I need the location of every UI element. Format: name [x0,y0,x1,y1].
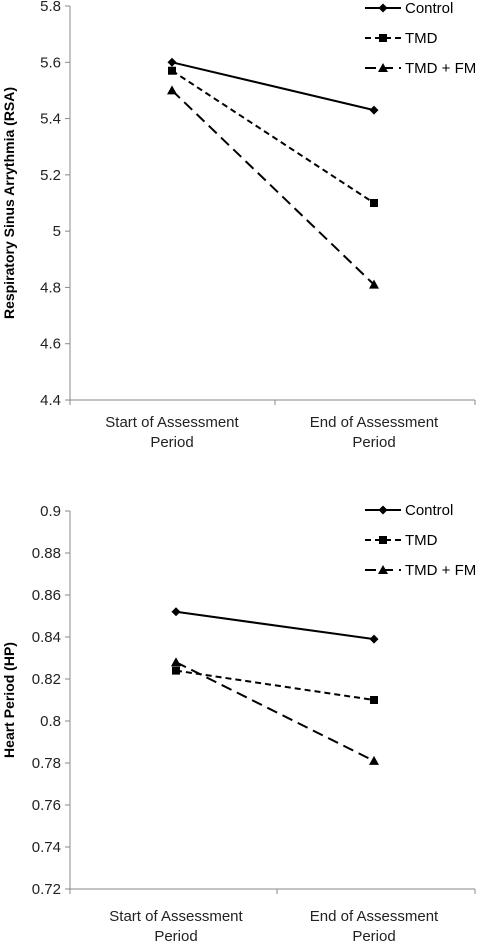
legend-marker-triangle [378,63,388,72]
series-line [171,69,375,204]
data-point-diamond [171,607,181,617]
series-line [175,610,375,641]
legend-item: Control [365,0,453,17]
y-tick-label: 0.86 [32,587,61,604]
data-point-square [370,199,378,207]
y-tick-label: 0.74 [32,839,61,856]
legend-marker-diamond [378,505,388,515]
legend-item: TMD + FM [365,60,476,77]
y-tick-label: 0.9 [40,503,61,520]
legend-item: Control [365,502,453,519]
x-category-label: End of Assessment Period [310,414,439,451]
y-tick-label: 4.4 [40,392,61,409]
y-tick-label: 4.8 [40,279,61,296]
data-point-square [168,66,176,75]
legend-item: TMD + FM [365,562,476,579]
y-tick-label: 0.78 [32,755,61,772]
series-tmd-fm [167,85,379,289]
x-category-label: Start of Assessment Period [109,908,243,944]
series-control [167,57,379,115]
legend-marker-diamond [378,3,388,13]
data-point-diamond [369,105,379,115]
legend-label: TMD [405,30,438,47]
data-point-triangle [369,279,379,289]
legend-marker-triangle [378,565,388,574]
data-point-triangle [167,85,177,95]
series-tmd [168,66,378,207]
y-tick-label: 0.82 [32,671,61,688]
legend-marker-square [379,34,387,42]
y-tick-label: 0.8 [40,713,61,730]
legend-label: TMD + FM [405,60,476,77]
series-tmd-fm [171,657,379,765]
y-tick-label: 5 [53,223,61,240]
data-point-square [370,696,378,704]
y-tick-label: 4.6 [40,336,61,353]
legend-item: TMD [365,532,438,549]
x-category-label: Start of Assessment Period [105,414,239,451]
series-line [175,669,375,701]
y-axis-label: Respiratory Sinus Arrythmia (RSA) [1,87,17,319]
series-line [175,661,375,762]
legend-marker-square [379,536,387,544]
y-tick-label: 5.4 [40,111,61,128]
series-tmd [172,666,378,704]
y-tick-label: 5.8 [40,0,61,15]
series-control [171,607,379,644]
data-point-triangle [171,657,181,667]
data-point-diamond [369,634,379,644]
series-line [171,61,375,112]
data-point-diamond [167,57,177,67]
y-tick-label: 0.76 [32,797,61,814]
chart-1: 4.4 4.6 4.8 5 5.2 5.4 5.6 5.8 Start of Assessmen… [1,0,476,451]
y-axis-label: Heart Period (HP) [1,642,17,758]
legend-label: Control [405,0,453,17]
legend-label: TMD + FM [405,562,476,579]
legend-label: TMD [405,532,438,549]
chart-2: 0.72 0.74 0.76 0.78 0.8 0.82 0.84 0.86 0.88 0.9 St… [1,502,476,944]
data-point-triangle [369,755,379,765]
legend-item: TMD [365,30,438,47]
x-category-label: End of Assessment Period [310,908,439,944]
y-tick-label: 0.72 [32,881,61,898]
data-point-square [172,666,180,675]
y-tick-label: 0.88 [32,545,61,562]
y-tick-label: 0.84 [32,629,61,646]
y-tick-label: 5.6 [40,54,61,71]
legend-label: Control [405,502,453,519]
y-tick-label: 5.2 [40,167,61,184]
series-line [171,89,375,286]
